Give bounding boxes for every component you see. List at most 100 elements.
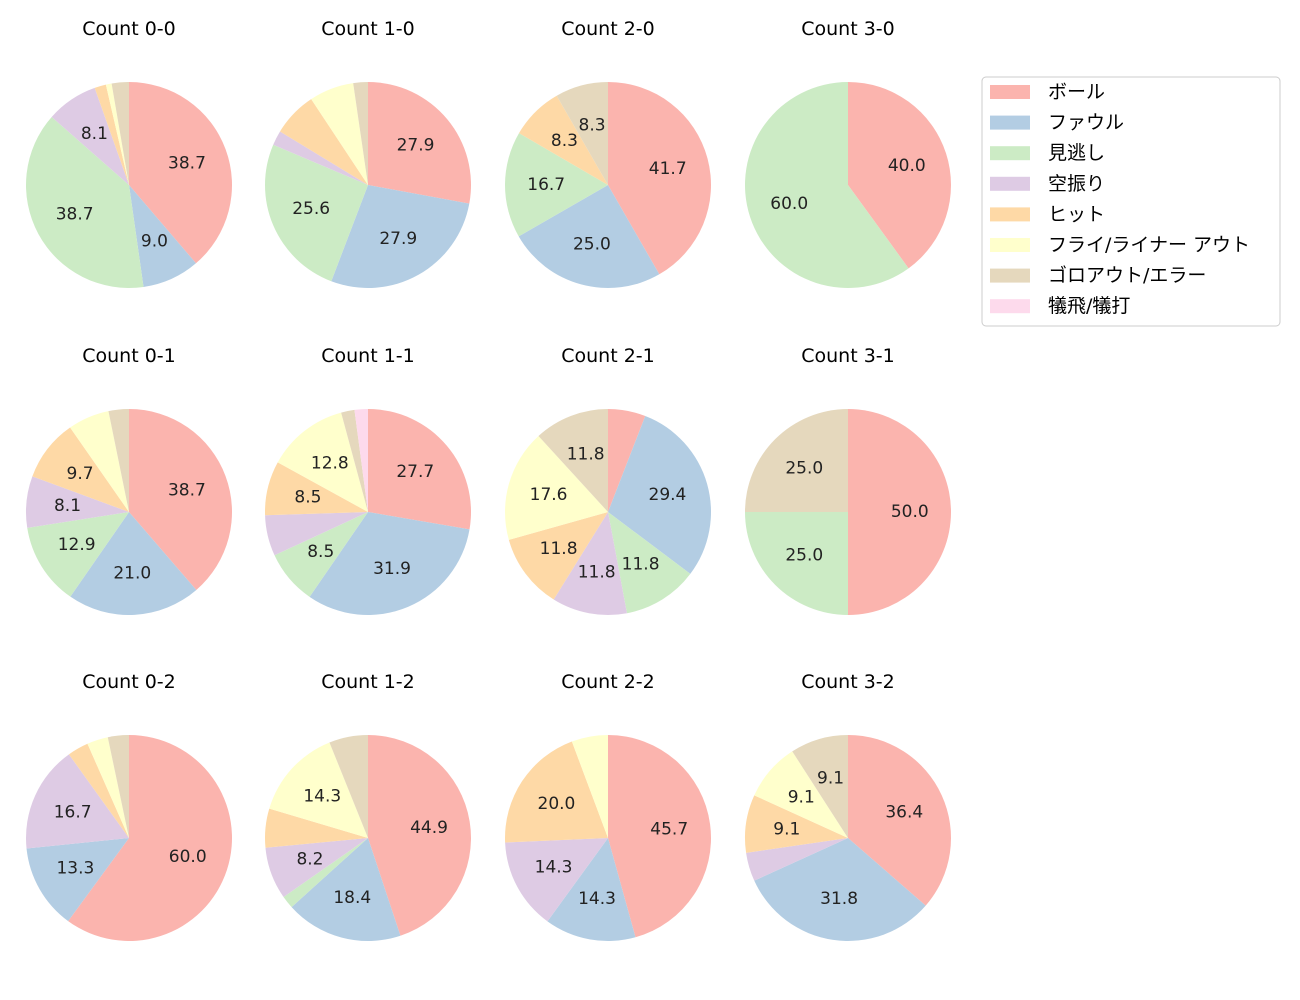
pie-slice	[504, 435, 608, 540]
slice-label: 11.8	[578, 563, 616, 583]
legend-swatch	[990, 299, 1030, 314]
pie-slice	[265, 838, 368, 897]
pie-slice	[792, 735, 848, 838]
pie-slice	[26, 838, 129, 922]
pie-slice	[608, 415, 711, 574]
slice-label: 9.0	[141, 231, 168, 251]
pie-title: Count 0-0	[82, 18, 176, 40]
legend-swatch	[990, 238, 1030, 252]
slice-label: 27.9	[397, 135, 435, 155]
slice-label: 11.8	[622, 555, 660, 575]
pie-slice	[269, 742, 368, 838]
pie-slice	[27, 512, 129, 597]
slice-label: 8.2	[296, 849, 323, 869]
slice-label: 38.7	[56, 204, 94, 224]
pie-slice	[70, 411, 129, 512]
pie-count-3-2: Count 3-236.431.89.19.19.1	[745, 671, 951, 941]
pie-count-1-1: Count 1-1 27.7 31.9 8.5 8.5 12.8	[265, 345, 471, 616]
pie-title: Count 2-2	[561, 671, 655, 693]
pie-title: Count 0-1	[82, 345, 176, 367]
pie-slice	[311, 83, 368, 185]
slice-label: 25.0	[785, 458, 823, 478]
pie-slice	[354, 409, 368, 512]
pie-slice	[754, 838, 926, 941]
pie-slice	[265, 144, 368, 282]
pie-count-0-2: Count 0-2 60.0 13.3 16.7	[26, 671, 232, 941]
pie-count-1-0: Count 1-0 27.9 27.9 25.6	[265, 18, 471, 288]
slice-label: 60.0	[770, 194, 808, 214]
slice-label: 12.9	[58, 535, 96, 555]
legend-entry: ヒット	[1048, 203, 1105, 225]
slice-label: 44.9	[410, 818, 448, 838]
slice-label: 60.0	[169, 847, 207, 867]
pie-slice	[745, 512, 848, 615]
pie-slice	[848, 409, 951, 615]
slice-label: 9.1	[788, 788, 815, 808]
pie-title: Count 3-1	[801, 345, 895, 367]
pie-slice	[368, 735, 471, 936]
pie-slice	[505, 741, 608, 843]
legend-entry: ゴロアウト/エラー	[1048, 265, 1206, 287]
legend-swatch	[990, 85, 1030, 99]
slice-label: 8.5	[294, 488, 321, 508]
pie-slice	[504, 133, 608, 237]
slice-label: 50.0	[891, 502, 929, 522]
pie-slice	[265, 808, 368, 848]
pie-title: Count 1-1	[321, 345, 415, 367]
pie-slice	[277, 412, 368, 512]
slice-label: 25.0	[573, 235, 611, 255]
pie-slice	[26, 116, 144, 288]
legend-entry: 見逃し	[1048, 142, 1105, 164]
pie-slice	[538, 409, 608, 512]
pie-title: Count 3-0	[801, 18, 895, 40]
legend-entry: フライ/ライナー アウト	[1048, 234, 1250, 256]
slice-label: 8.3	[579, 115, 606, 135]
slice-label: 25.6	[292, 199, 330, 219]
pie-title: Count 0-2	[82, 671, 176, 693]
pie-slice	[129, 82, 233, 264]
legend-entry: ボール	[1048, 81, 1105, 103]
legend-entry: 犠飛/犠打	[1048, 295, 1130, 317]
pie-slice	[746, 838, 848, 881]
pie-slice	[283, 838, 368, 908]
legend-swatch	[990, 146, 1030, 161]
pie-slice	[70, 512, 197, 615]
pie-slice	[518, 185, 660, 288]
pie-slice	[94, 84, 129, 185]
pie-slice	[129, 409, 232, 590]
slice-label: 25.0	[785, 546, 823, 566]
pie-slice	[608, 409, 646, 512]
slice-label: 14.3	[303, 786, 341, 806]
slice-label: 38.7	[168, 154, 206, 174]
pie-slice	[608, 512, 691, 614]
pie-title: Count 1-2	[321, 671, 415, 693]
slice-label: 45.7	[650, 820, 688, 840]
pie-slice	[68, 743, 129, 838]
slice-label: 16.7	[54, 803, 92, 823]
slice-label: 17.6	[530, 485, 568, 505]
pie-slice	[745, 82, 909, 288]
pie-slice	[51, 87, 129, 185]
pie-slice	[32, 427, 129, 512]
legend-swatch	[990, 268, 1030, 283]
pie-title: Count 1-0	[321, 18, 415, 40]
slice-label: 38.7	[168, 480, 206, 500]
pie-slice	[265, 462, 368, 516]
pie-slice	[571, 735, 608, 838]
pie-slice	[745, 409, 848, 512]
pie-slice	[265, 512, 368, 556]
slice-label: 8.1	[54, 496, 81, 516]
pie-count-3-0: Count 3-0 40.0 60.0	[745, 18, 951, 288]
slice-label: 20.0	[538, 794, 576, 814]
legend-entry: 空振り	[1048, 173, 1105, 195]
slice-label: 31.8	[820, 889, 858, 909]
pie-slice	[291, 838, 401, 941]
slice-label: 41.7	[649, 159, 687, 179]
pie-slice	[107, 735, 129, 838]
slice-label: 9.1	[773, 819, 800, 839]
slice-label: 36.4	[885, 802, 923, 822]
pie-title: Count 2-1	[561, 345, 655, 367]
pie-slice	[547, 838, 636, 941]
